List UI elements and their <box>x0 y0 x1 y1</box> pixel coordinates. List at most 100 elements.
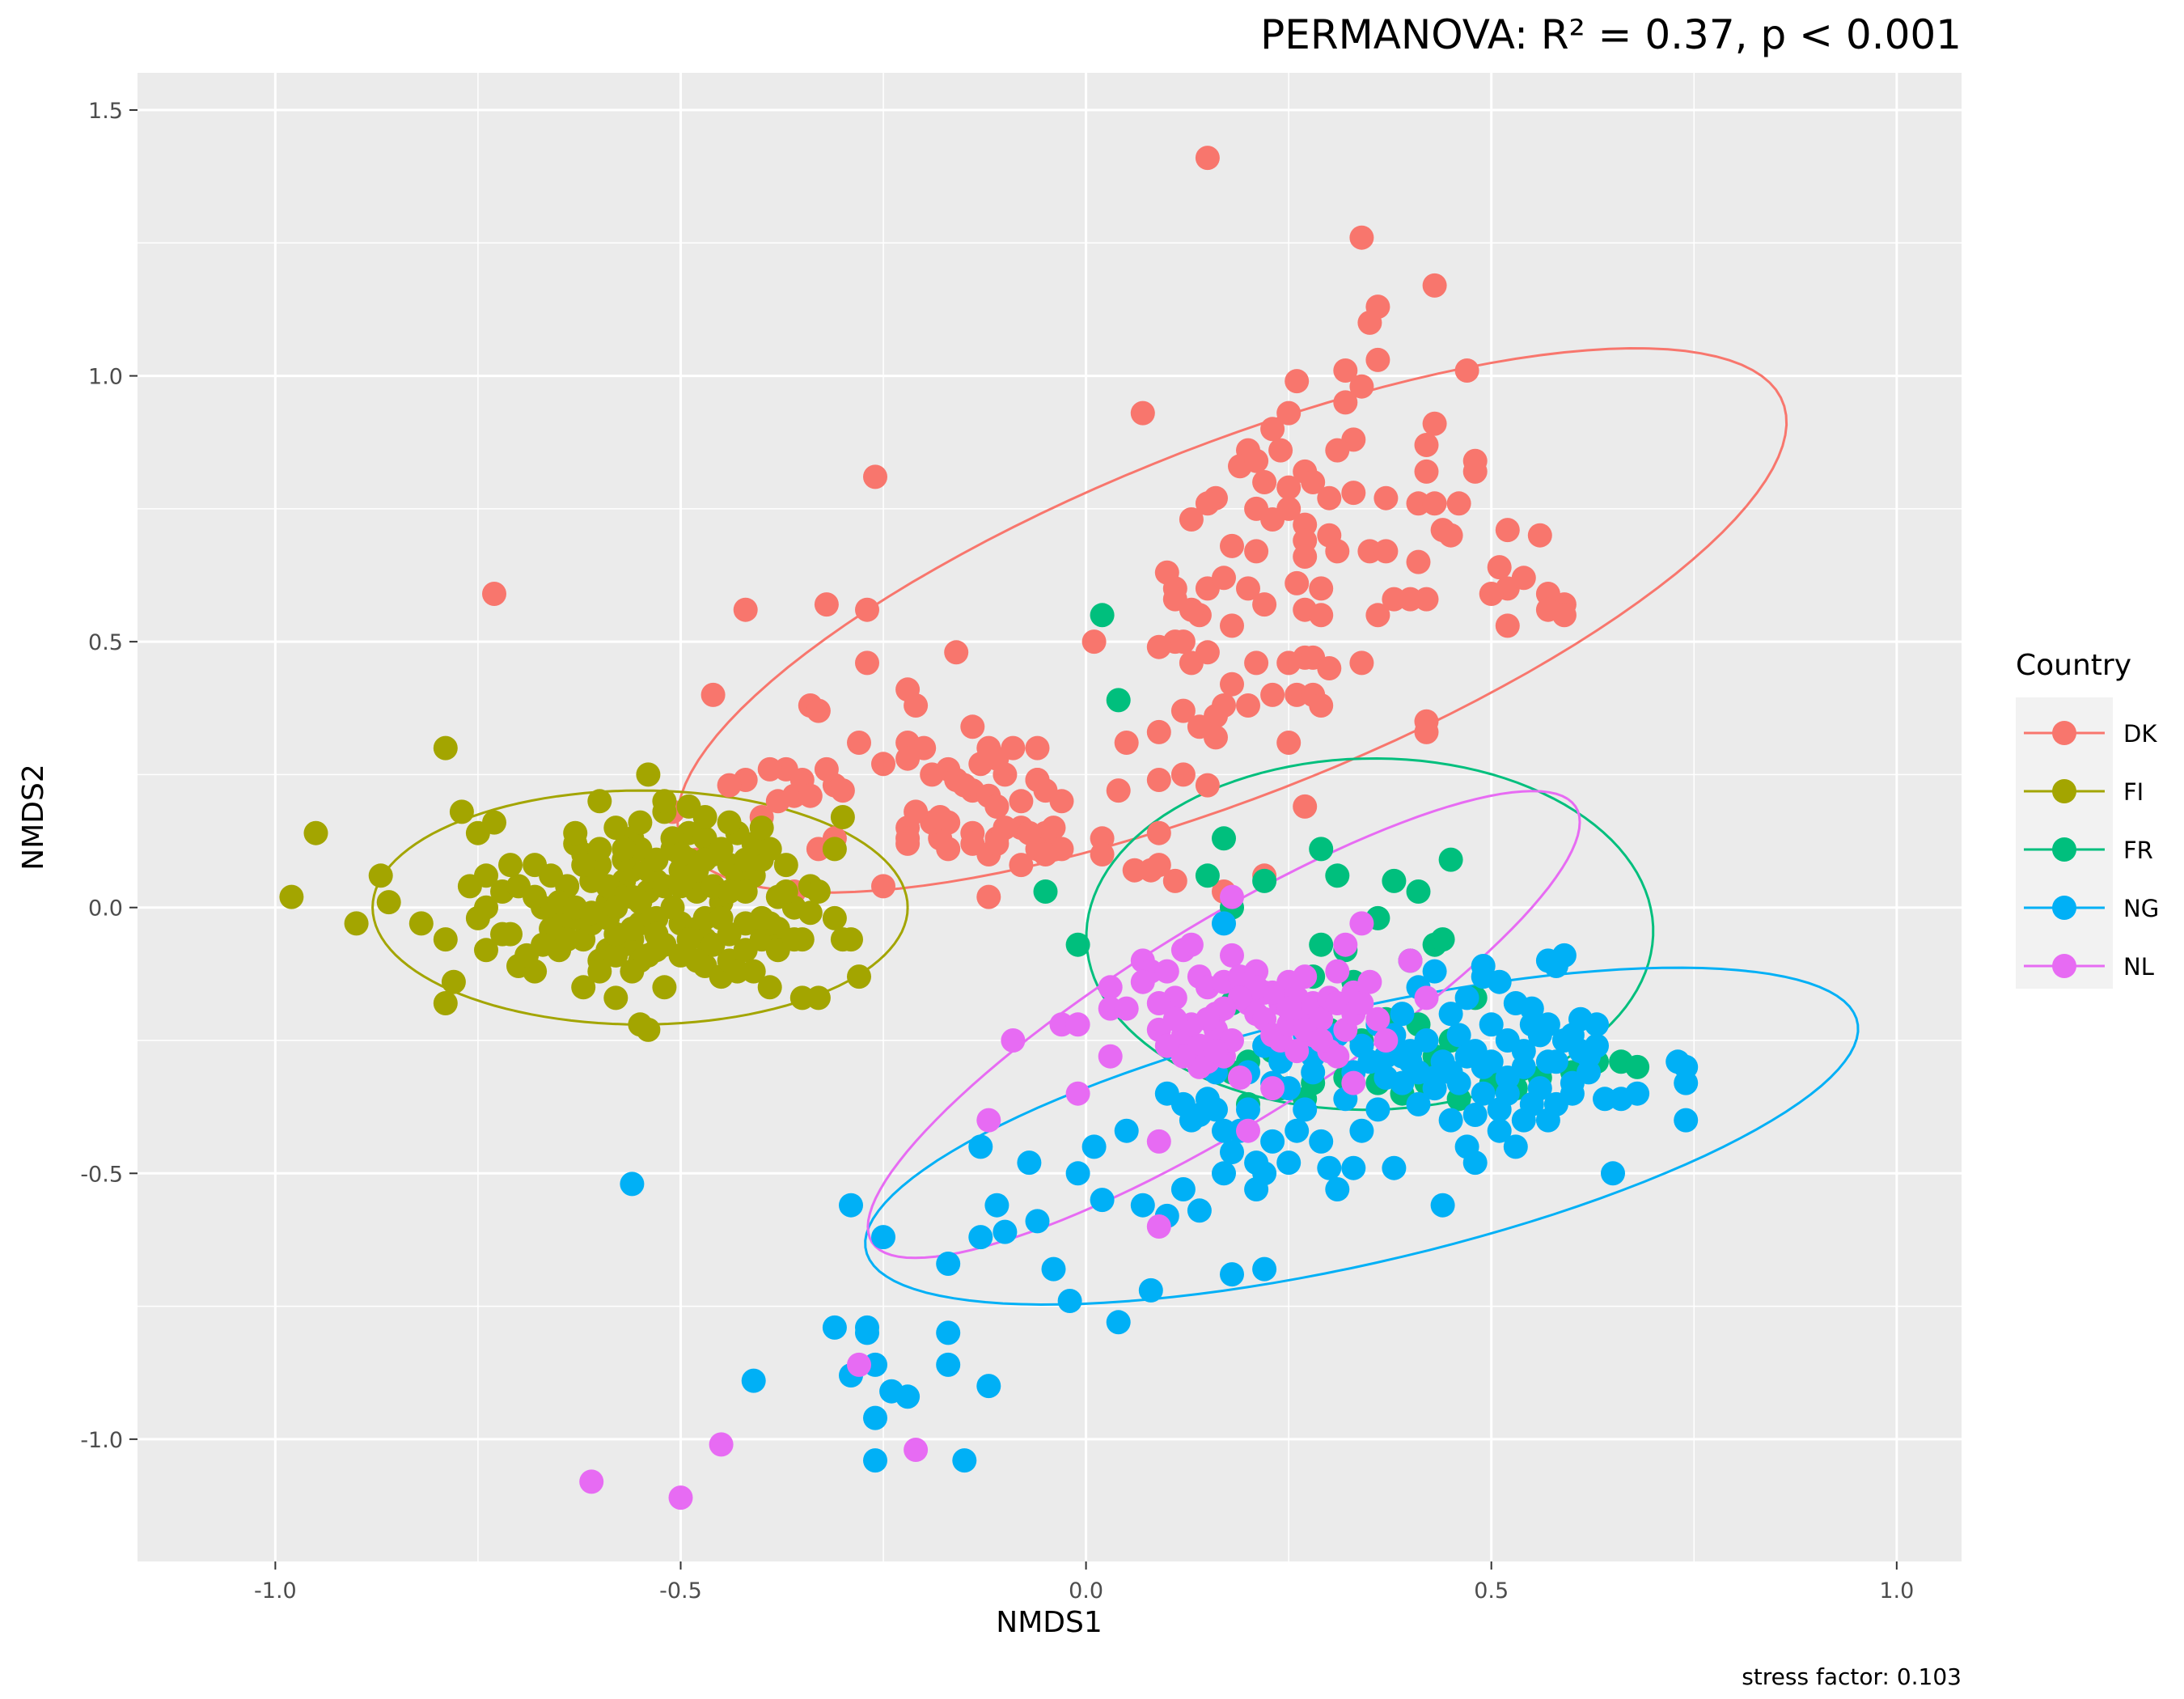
point-dk <box>814 592 839 617</box>
point-ng <box>822 1315 847 1340</box>
point-nl <box>1325 1044 1350 1069</box>
point-ng <box>1462 1103 1488 1127</box>
point-dk <box>1285 570 1310 595</box>
point-dk <box>984 831 1009 856</box>
point-fi <box>741 959 766 984</box>
point-ng <box>1170 1177 1196 1201</box>
point-dk <box>1414 587 1439 612</box>
point-nl <box>1309 1028 1334 1053</box>
point-dk <box>1001 735 1026 761</box>
point-dk <box>1309 693 1334 718</box>
point-dk <box>1446 491 1471 516</box>
legend-key-dot <box>2052 721 2076 745</box>
point-fi <box>636 762 661 787</box>
point-dk <box>928 805 953 829</box>
point-dk <box>733 597 758 622</box>
point-dk <box>904 693 929 718</box>
point-fi <box>668 842 693 866</box>
point-ng <box>1138 1277 1163 1303</box>
point-dk <box>1049 789 1074 814</box>
point-dk <box>1260 507 1285 532</box>
point-fi <box>449 799 474 824</box>
point-dk <box>1220 672 1244 697</box>
point-ng <box>1057 1289 1082 1313</box>
point-ng <box>1471 1081 1496 1106</box>
point-nl <box>1228 1066 1252 1090</box>
point-ng <box>1317 1155 1342 1180</box>
point-ng <box>1220 1140 1244 1164</box>
point-ng <box>863 1405 887 1430</box>
point-nl <box>1325 959 1350 984</box>
point-dk <box>1090 842 1115 866</box>
point-fi <box>781 927 806 952</box>
x-tick-label: -0.5 <box>659 1578 702 1604</box>
legend-item-ng: NG <box>2024 895 2159 922</box>
point-dk <box>895 746 921 771</box>
point-nl <box>709 1432 734 1457</box>
point-dk <box>1414 433 1439 457</box>
point-dk <box>1114 731 1139 755</box>
point-fi <box>612 837 637 862</box>
point-fi <box>571 853 596 878</box>
point-fr <box>1252 868 1277 893</box>
y-tick-label: 1.5 <box>88 99 123 124</box>
point-fi <box>847 964 871 989</box>
point-dk <box>1382 587 1407 612</box>
point-ng <box>1301 1060 1326 1085</box>
point-ng <box>1220 1262 1244 1287</box>
point-fr <box>1309 932 1334 957</box>
point-fi <box>709 905 734 930</box>
point-fi <box>620 884 645 909</box>
point-fi <box>798 900 823 926</box>
point-ng <box>741 1368 766 1393</box>
point-dk <box>1236 693 1260 718</box>
point-dk <box>1293 544 1318 569</box>
legend-item-nl: NL <box>2024 953 2154 981</box>
point-nl <box>1162 1006 1187 1032</box>
x-tick-label: 1.0 <box>1879 1578 1914 1604</box>
point-ng <box>1406 1091 1431 1116</box>
x-axis: -1.0 -0.5 0.0 0.5 1.0 <box>254 1561 1914 1604</box>
point-ng <box>1365 1097 1390 1122</box>
point-ng <box>1511 1039 1536 1064</box>
point-ng <box>1090 1188 1115 1213</box>
point-dk <box>1025 735 1050 761</box>
point-nl <box>1260 1076 1285 1101</box>
y-tick-label: 0.5 <box>88 630 123 655</box>
point-ng <box>1568 1006 1593 1032</box>
point-nl <box>1414 985 1439 1011</box>
point-ng <box>1285 1118 1310 1143</box>
point-dk <box>1170 629 1196 655</box>
legend-key-dot <box>2052 837 2076 862</box>
point-fi <box>652 932 677 957</box>
point-ng <box>855 1320 879 1345</box>
point-dk <box>871 874 895 899</box>
point-ng <box>1236 1097 1260 1122</box>
point-nl <box>1065 1012 1090 1037</box>
point-dk <box>1301 470 1326 494</box>
point-dk <box>863 464 887 489</box>
point-dk <box>1204 725 1228 750</box>
point-fi <box>628 810 653 835</box>
point-dk <box>1146 820 1171 845</box>
point-ng <box>1535 1108 1560 1133</box>
point-dk <box>847 731 871 755</box>
point-nl <box>847 1352 871 1377</box>
point-dk <box>1333 358 1358 383</box>
caption-stress-factor: stress factor: 0.103 <box>1742 1663 1962 1690</box>
point-dk <box>806 698 831 723</box>
point-fi <box>490 922 514 947</box>
point-dk <box>895 831 921 856</box>
point-fi <box>789 985 815 1011</box>
point-nl <box>1146 991 1171 1015</box>
point-ng <box>1260 1129 1285 1154</box>
point-dk <box>1365 603 1390 628</box>
point-fr <box>1090 603 1115 628</box>
point-fi <box>620 917 645 941</box>
point-ng <box>839 1193 863 1218</box>
point-fi <box>757 837 782 862</box>
point-ng <box>1065 1161 1090 1186</box>
point-dk <box>1317 656 1342 680</box>
point-dk <box>1317 485 1342 511</box>
